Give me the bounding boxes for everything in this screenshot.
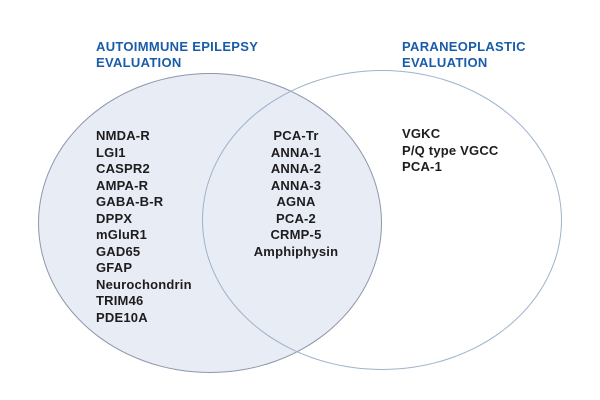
list-item: Neurochondrin	[96, 276, 192, 292]
list-item: LGI1	[96, 144, 126, 160]
list-item: ANNA-1	[270, 144, 322, 160]
list-item: PCA-2	[275, 210, 316, 226]
list-item: GABA-B-R	[96, 194, 164, 209]
left-set-title: AUTOIMMUNE EPILEPSY EVALUATION	[96, 39, 258, 70]
right-set-title: PARANEOPLASTIC EVALUATION	[402, 39, 526, 70]
right-set-item-list: VGKC P/Q type VGCC PCA-1	[402, 126, 499, 176]
list-item: PCA-Tr	[273, 128, 319, 143]
left-set-item-list: NMDA-R LGI1 CASPR2 AMPA-R GABA-B-R DPPX mGluR1…	[96, 128, 192, 326]
list-item: DPPX	[96, 210, 133, 226]
list-item: CRMP-5	[270, 227, 322, 242]
list-item: ANNA-2	[270, 161, 322, 176]
right-set-title-line-2: EVALUATION	[402, 54, 488, 70]
list-item: AMPA-R	[96, 177, 149, 193]
right-circle-paraneoplastic	[202, 70, 562, 370]
list-item: NMDA-R	[96, 128, 150, 143]
list-item: mGluR1	[96, 227, 148, 242]
list-item: CASPR2	[96, 161, 150, 176]
left-set-title-line-2: EVALUATION	[96, 54, 182, 70]
list-item: VGKC	[402, 126, 441, 141]
right-set-title-line-1: PARANEOPLASTIC	[402, 39, 526, 54]
list-item: PDE10A	[96, 309, 148, 325]
list-item: AGNA	[276, 194, 316, 209]
list-item: GAD65	[96, 243, 141, 259]
list-item: TRIM46	[96, 293, 144, 308]
list-item: GFAP	[96, 260, 133, 275]
list-item: ANNA-3	[270, 177, 322, 193]
left-set-title-line-1: AUTOIMMUNE EPILEPSY	[96, 39, 259, 54]
list-item: Amphiphysin	[253, 243, 339, 259]
intersection-item-list: PCA-Tr ANNA-1 ANNA-2 ANNA-3 AGNA PCA-2 CRMP-5 A…	[230, 128, 362, 260]
list-item: P/Q type VGCC	[402, 142, 499, 158]
list-item: PCA-1	[402, 159, 443, 174]
